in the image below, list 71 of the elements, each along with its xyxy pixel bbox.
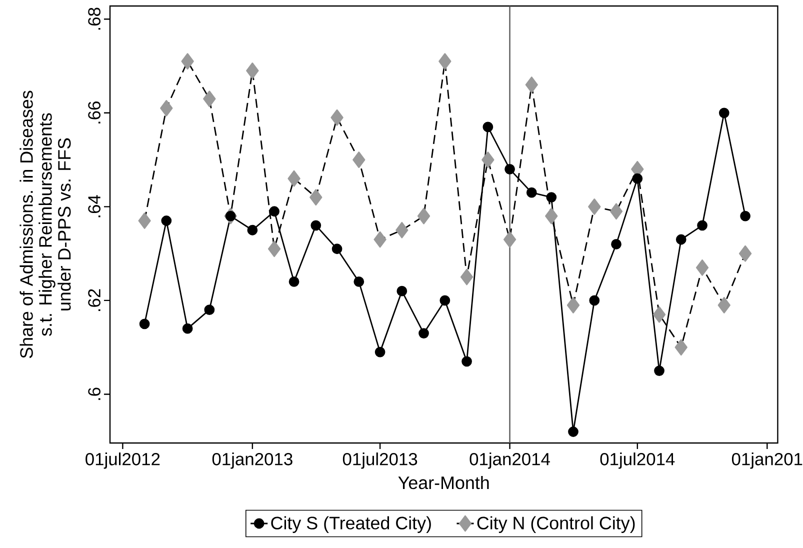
point [696, 259, 709, 276]
y-tick-label: .62 [88, 289, 100, 311]
x-axis-title: Year-Month [398, 476, 489, 490]
point [676, 234, 686, 245]
x-tick-label: 01jan201 [732, 452, 802, 469]
y-tick-label: .64 [88, 195, 100, 218]
point [632, 173, 643, 184]
point [204, 304, 215, 316]
point [354, 276, 364, 287]
x-tick-label: 01jan2014 [470, 452, 550, 469]
point [654, 366, 664, 376]
point [203, 90, 216, 108]
point [352, 152, 366, 168]
point [568, 426, 578, 437]
point [610, 203, 623, 220]
point [417, 208, 430, 224]
point [374, 346, 386, 358]
point [545, 208, 558, 224]
point [525, 76, 538, 93]
legend-label: City S (Treated City) [271, 516, 431, 533]
point [738, 245, 752, 262]
point [482, 122, 494, 132]
point [460, 268, 474, 286]
x-tick-label: 01jul2014 [600, 452, 675, 469]
legend-label: City N (Control City) [477, 516, 635, 533]
point [418, 328, 429, 338]
point [440, 295, 450, 306]
point [566, 296, 580, 314]
point [330, 109, 344, 126]
point [589, 295, 600, 306]
y-tick-label: .6 [88, 388, 100, 400]
point [332, 244, 342, 254]
point [247, 224, 258, 236]
point [396, 286, 408, 296]
x-tick-label: 01jul2013 [342, 452, 418, 469]
point [718, 296, 730, 314]
point [504, 164, 515, 174]
point [182, 323, 193, 334]
point [546, 192, 557, 202]
point [288, 170, 300, 187]
point [588, 198, 601, 215]
point [161, 216, 172, 226]
point [482, 152, 494, 168]
point [396, 222, 408, 238]
x-tick-label: 01jul2012 [86, 452, 160, 469]
point [526, 187, 537, 198]
point [139, 318, 150, 330]
point [246, 62, 259, 79]
point [674, 339, 688, 356]
point [503, 231, 516, 248]
y-tick-label: .68 [88, 8, 100, 30]
point [181, 53, 194, 70]
x-tick-label: 01jan2013 [212, 452, 292, 469]
point [374, 231, 386, 248]
point [718, 108, 730, 118]
point [611, 238, 622, 250]
y-tick-label: .66 [88, 102, 100, 124]
point [740, 210, 750, 222]
y-axis-title: Share of Admissions. in Diseases s.t. Higher Reimbursements under D-PPS vs. FFS [20, 90, 71, 358]
point [310, 220, 322, 231]
point [462, 356, 472, 367]
point [160, 100, 173, 116]
point [268, 240, 281, 258]
point [138, 212, 151, 229]
point [697, 220, 708, 231]
point [269, 206, 280, 217]
point [652, 306, 666, 323]
point [225, 210, 236, 222]
point [438, 53, 452, 70]
point [310, 189, 322, 206]
point [288, 276, 300, 287]
